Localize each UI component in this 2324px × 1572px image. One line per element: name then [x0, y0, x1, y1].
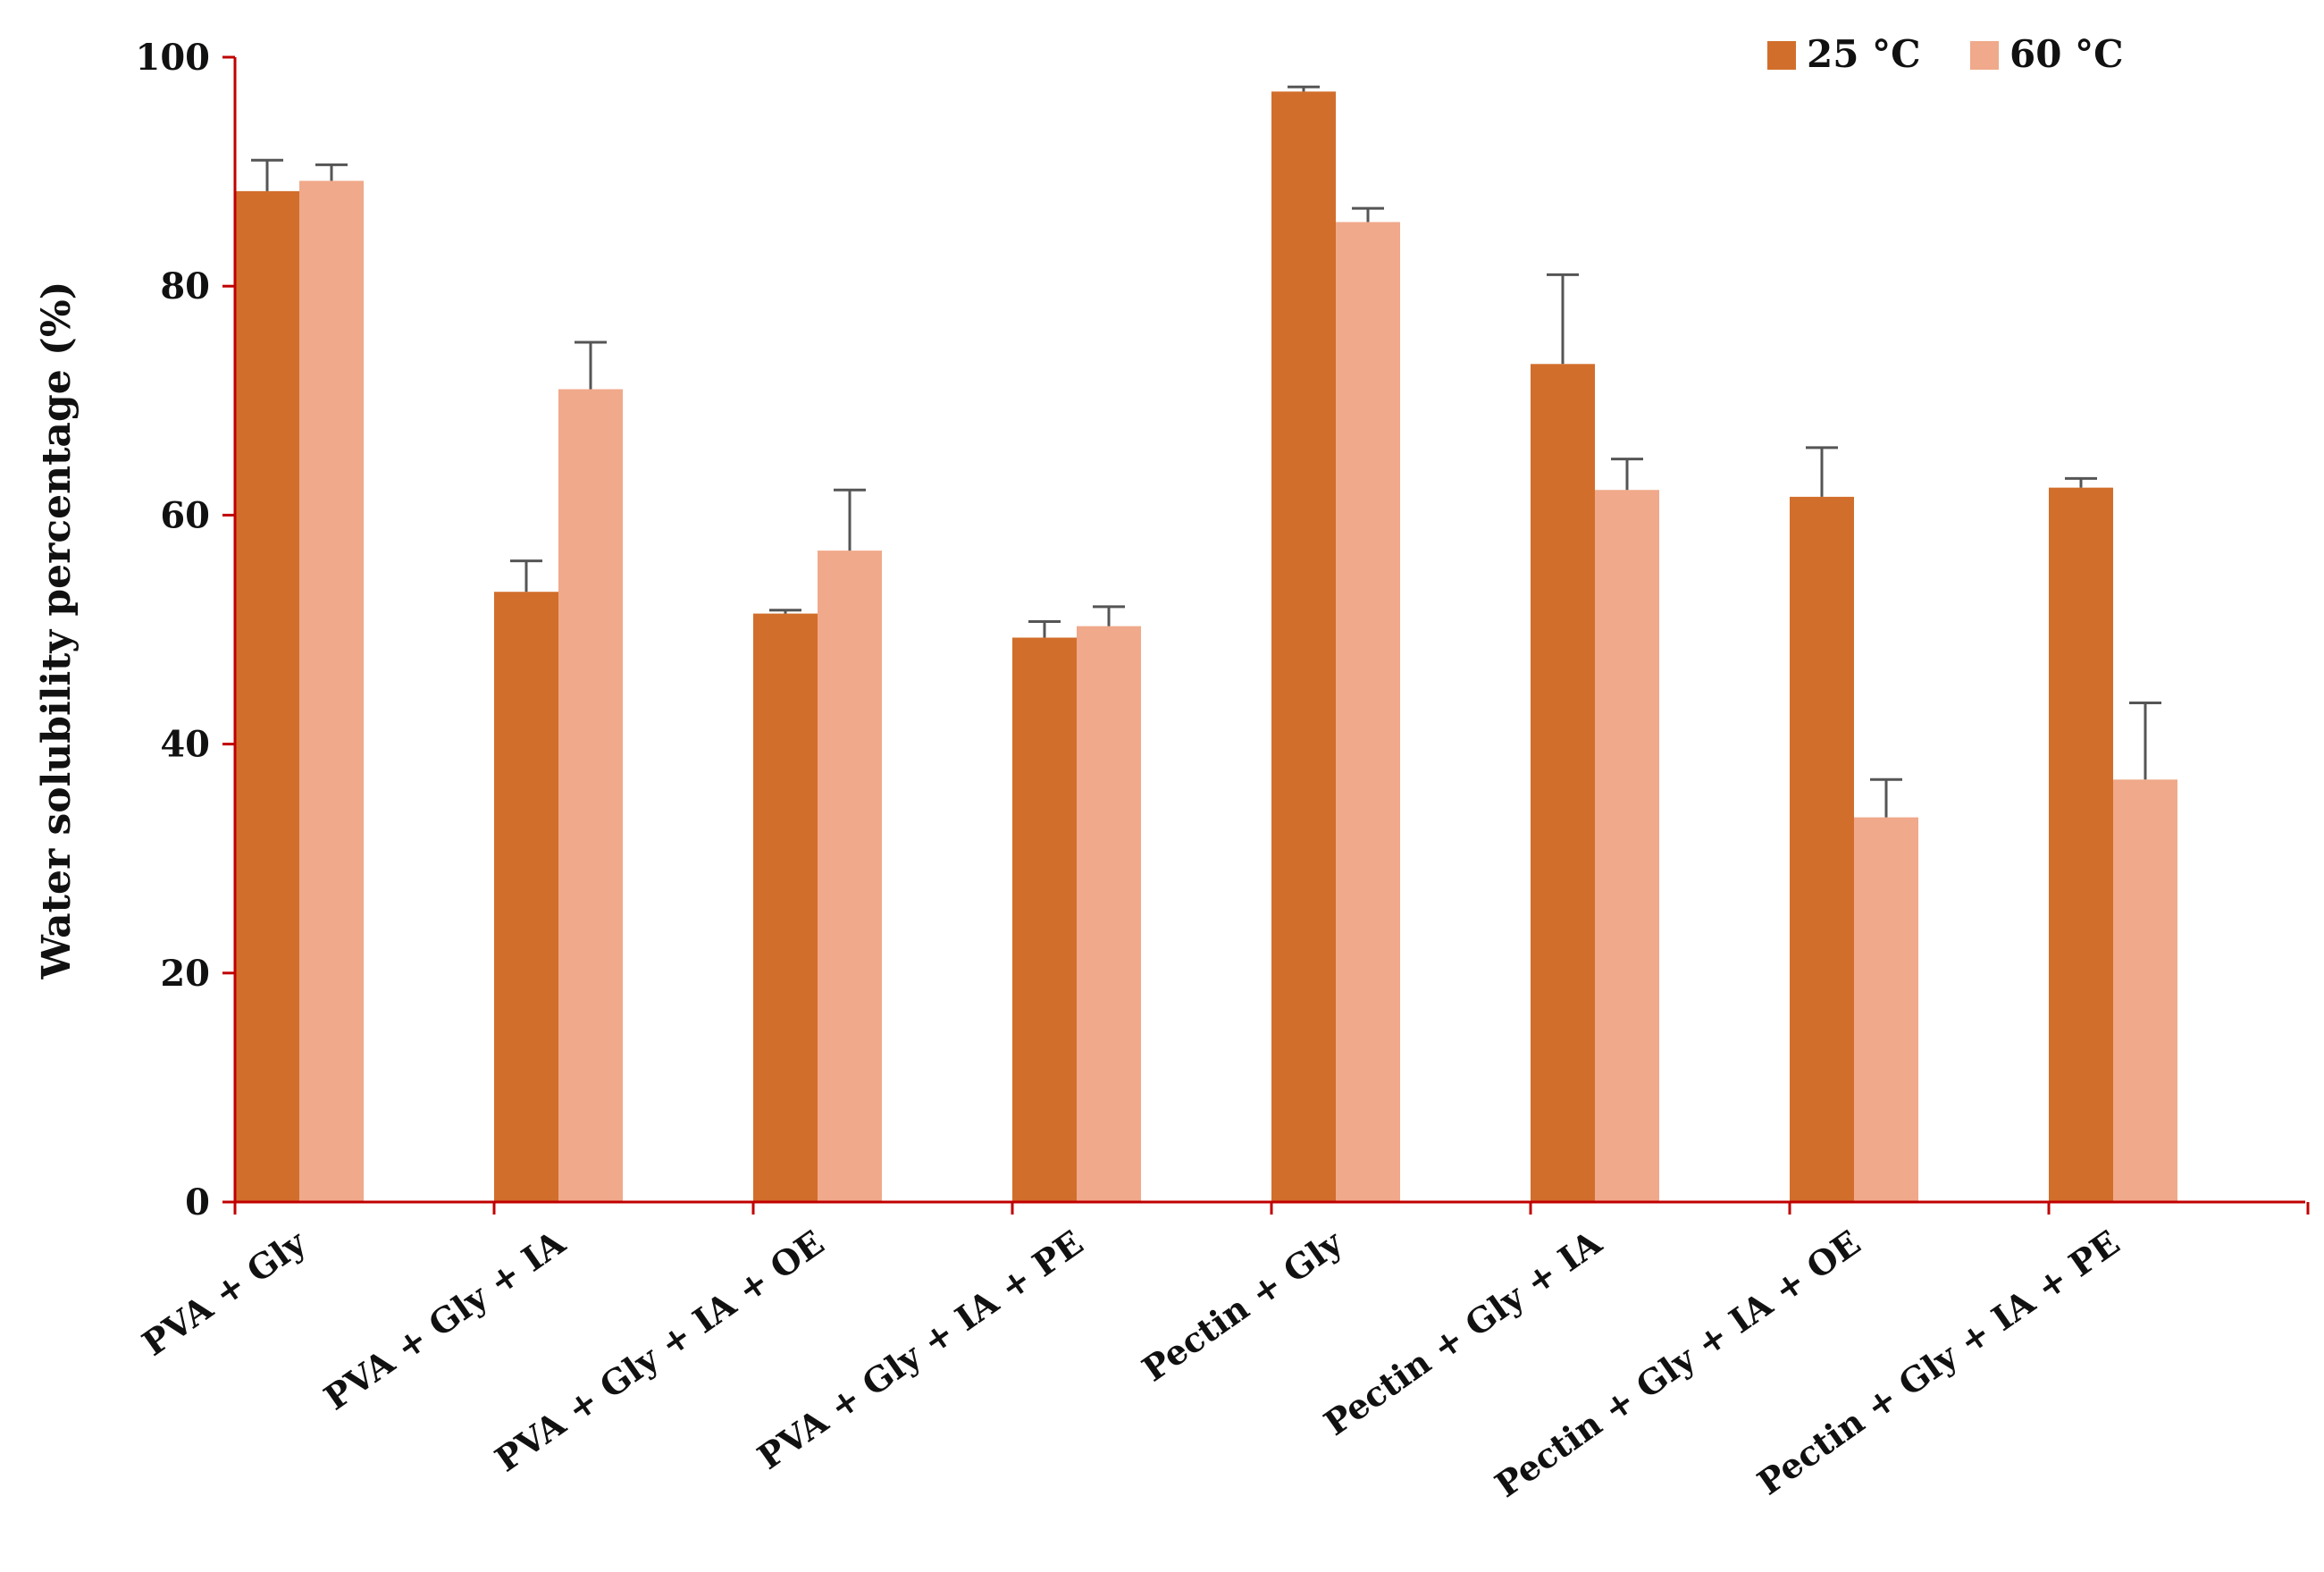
x-tick-label-4: Pectin + Gly — [1135, 1222, 1350, 1390]
legend-swatch-25c — [1767, 41, 1796, 70]
bar-25c-0 — [235, 190, 299, 1203]
bar-25c-7 — [2049, 487, 2113, 1202]
bar-60c-0 — [299, 181, 364, 1202]
bar-25c-1 — [494, 592, 558, 1202]
x-tick-label-0: PVA + Gly — [135, 1222, 314, 1364]
y-tick-label-40: 40 — [160, 724, 210, 766]
y-tick-labels: 0 20 40 60 80 100 — [136, 37, 211, 1223]
bar-25c-3 — [1012, 637, 1077, 1202]
bar-25c-4 — [1271, 91, 1336, 1202]
bar-60c-7 — [2113, 779, 2177, 1202]
bar-60c-5 — [1595, 490, 1659, 1202]
bar-25c-2 — [753, 613, 818, 1202]
y-tick-label-0: 0 — [185, 1181, 210, 1223]
bars-layer — [235, 91, 2177, 1203]
bar-60c-1 — [558, 389, 623, 1202]
legend-label-60c: 60 °C — [2009, 32, 2124, 76]
bar-25c-6 — [1790, 496, 1854, 1202]
y-tick-label-20: 20 — [160, 953, 210, 995]
bar-60c-6 — [1854, 817, 1918, 1202]
x-tick-label-5: Pectin + Gly + IA — [1316, 1222, 1608, 1443]
bar-60c-2 — [818, 551, 882, 1202]
y-axis-title: Water solubility percentage (%) — [34, 282, 80, 980]
axes-layer — [222, 55, 2310, 1215]
bar-60c-4 — [1336, 222, 1400, 1203]
bar-60c-3 — [1077, 626, 1141, 1202]
legend-swatch-60c — [1970, 41, 1999, 70]
bar-25c-5 — [1531, 364, 1595, 1203]
y-tick-label-100: 100 — [136, 37, 211, 79]
x-tick-label-1: PVA + Gly + IA — [316, 1222, 572, 1417]
y-tick-label-60: 60 — [160, 494, 210, 536]
y-tick-label-80: 80 — [160, 265, 210, 307]
error-bars-layer — [251, 85, 2161, 818]
legend-label-25c: 25 °C — [1807, 32, 1921, 76]
legend: 25 °C 60 °C — [1767, 32, 2124, 76]
